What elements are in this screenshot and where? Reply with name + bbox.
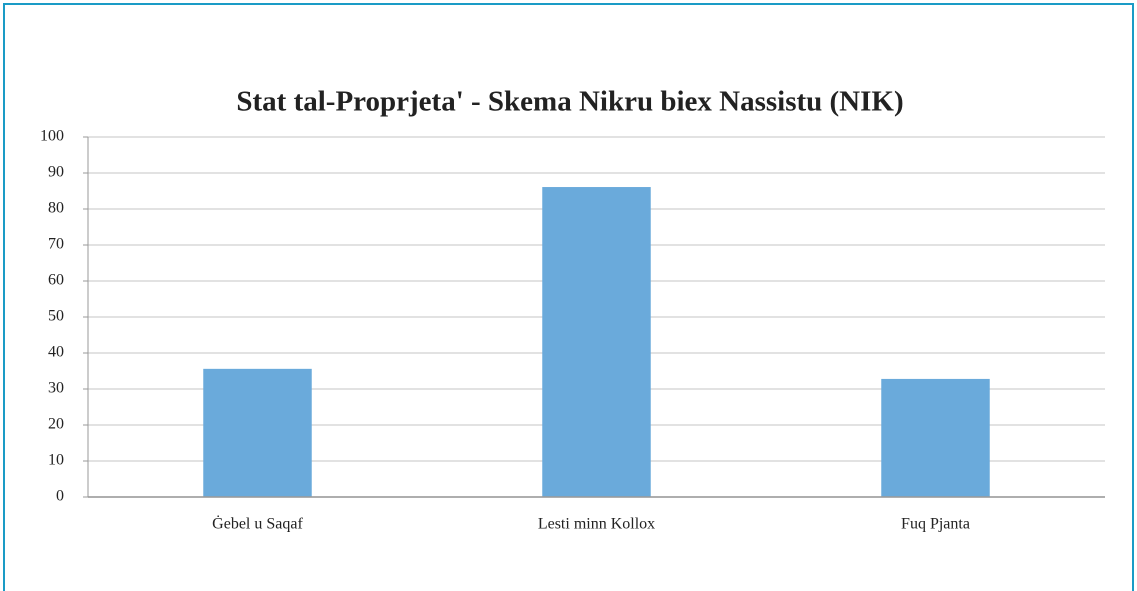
y-tick-label: 10 [48, 452, 64, 469]
chart-title: Stat tal-Proprjeta' - Skema Nikru biex N… [236, 86, 903, 118]
x-tick-label: Fuq Pjanta [901, 516, 970, 533]
y-tick-label: 60 [48, 272, 64, 289]
bar [203, 368, 312, 497]
y-tick-label: 20 [48, 416, 64, 433]
y-tick-label: 0 [56, 488, 64, 505]
y-tick-label: 100 [40, 128, 64, 145]
y-tick-label: 80 [48, 200, 64, 217]
bar [542, 187, 651, 498]
x-tick-label: Ġebel u Saqaf [212, 515, 303, 533]
y-tick-label: 90 [48, 164, 64, 181]
y-tick-label: 40 [48, 344, 64, 361]
y-tick-label: 30 [48, 380, 64, 397]
y-tick-label: 50 [48, 308, 64, 325]
y-tick-label: 70 [48, 236, 64, 253]
x-tick-label: Lesti minn Kollox [538, 516, 655, 533]
bar [881, 378, 990, 497]
